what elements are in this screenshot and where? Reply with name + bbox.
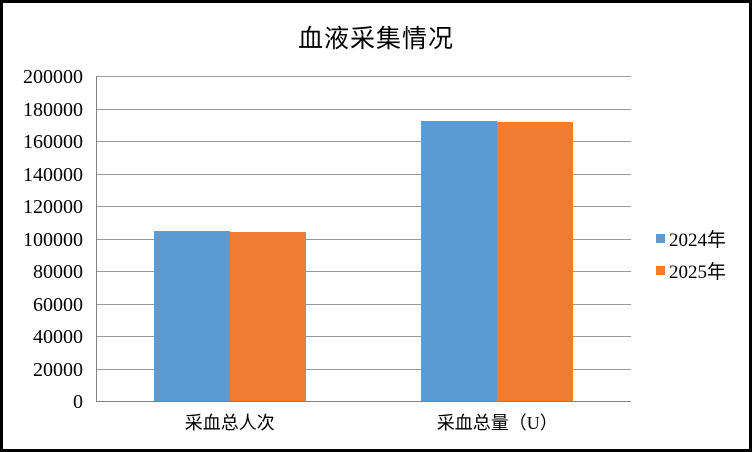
gridline-100000 <box>96 238 631 240</box>
legend-item-2024年: 2024年 <box>656 227 727 251</box>
gridline-160000 <box>96 141 631 142</box>
legend: 2024年 2025年 <box>656 227 726 291</box>
x-tick-label: 采血总量（U） <box>436 413 558 433</box>
y-tick-label: 40000 <box>33 326 83 348</box>
plot-area <box>96 76 631 402</box>
legend-swatch-icon <box>656 233 665 243</box>
legend-item-2025年: 2025年 <box>656 259 727 283</box>
y-axis-line <box>96 77 97 402</box>
gridline-140000 <box>96 173 631 175</box>
x-axis-line <box>96 401 631 402</box>
gridline-20000 <box>96 368 631 370</box>
bar-2025年-采血总人次 <box>229 231 306 401</box>
chart-title: 血液采集情况 <box>297 26 454 53</box>
bar-2025年-采血总量（U） <box>497 122 574 401</box>
gridline-60000 <box>96 303 631 305</box>
gridline-80000 <box>96 271 631 272</box>
y-tick-label: 160000 <box>23 131 83 153</box>
gridline-40000 <box>96 336 631 337</box>
x-tick-label: 采血总人次 <box>184 413 275 433</box>
bar-2024年-采血总人次 <box>153 231 230 401</box>
gridline-120000 <box>96 206 631 207</box>
y-tick-label: 80000 <box>33 261 83 283</box>
gridline-180000 <box>96 108 631 110</box>
bar-2024年-采血总量（U） <box>421 120 498 401</box>
gridline-200000 <box>96 76 631 77</box>
y-tick-label: 20000 <box>33 358 83 381</box>
y-tick-label: 180000 <box>23 98 83 121</box>
y-tick-label: 200000 <box>23 66 83 88</box>
y-tick-label: 140000 <box>23 163 83 186</box>
legend-label: 2024年 <box>669 229 727 251</box>
y-tick-label: 0 <box>73 391 83 413</box>
y-tick-label: 100000 <box>23 228 83 251</box>
y-tick-label: 60000 <box>33 293 83 316</box>
legend-swatch-icon <box>656 265 665 275</box>
legend-label: 2025年 <box>669 261 727 283</box>
y-tick-label: 120000 <box>23 196 83 218</box>
